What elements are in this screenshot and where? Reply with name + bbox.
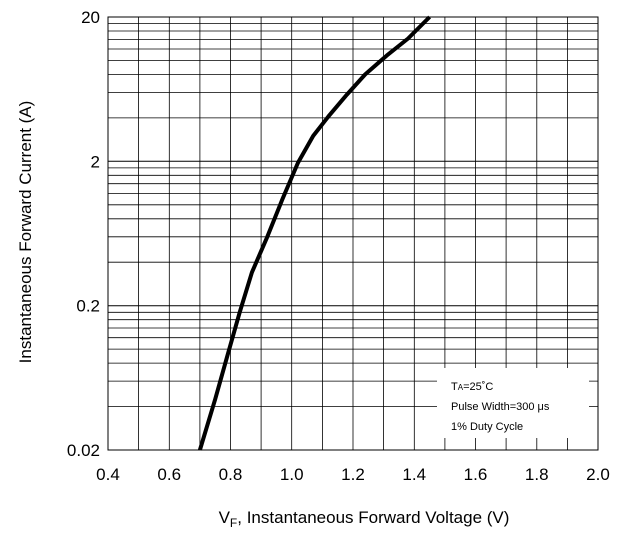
- x-axis-title: VF, Instantaneous Forward Voltage (V): [219, 508, 510, 530]
- y-tick-label: 0.02: [67, 441, 100, 460]
- legend-temp-value: =25˚C: [463, 381, 493, 393]
- y-axis-title: Instantaneous Forward Current (A): [16, 101, 35, 364]
- legend-temp-subscript: A: [458, 383, 464, 392]
- y-tick-label: 0.2: [76, 297, 100, 316]
- legend-temp-symbol: T: [451, 381, 458, 393]
- x-tick-labels: 0.4 0.6 0.8 1.0 1.2 1.4 1.6 1.8 2.0: [96, 465, 610, 484]
- x-tick-label: 1.4: [402, 465, 426, 484]
- y-tick-label: 20: [81, 8, 100, 27]
- x-tick-label: 0.4: [96, 465, 120, 484]
- y-tick-label: 2: [91, 152, 100, 171]
- legend-background: [437, 368, 589, 438]
- plot-frame: [107, 16, 599, 451]
- legend-temperature: TA=25˚C: [451, 381, 493, 393]
- legend-duty-cycle: 1% Duty Cycle: [451, 421, 523, 433]
- x-tick-label: 2.0: [586, 465, 610, 484]
- legend-box: TA=25˚C Pulse Width=300 μs 1% Duty Cycle: [437, 368, 589, 438]
- x-tick-label: 0.6: [157, 465, 181, 484]
- x-tick-label: 1.0: [280, 465, 304, 484]
- series-line: [197, 15, 432, 451]
- legend-pulse-width: Pulse Width=300 μs: [451, 401, 550, 413]
- x-axis-title-text: , Instantaneous Forward Voltage (V): [237, 508, 509, 527]
- x-tick-label: 1.8: [525, 465, 549, 484]
- x-axis-title-symbol: V: [219, 508, 231, 527]
- y-tick-labels: 0.02 0.2 2 20: [67, 8, 100, 460]
- x-axis-title-subscript: F: [230, 516, 237, 530]
- series-layer: [197, 15, 432, 451]
- x-tick-label: 0.8: [219, 465, 243, 484]
- x-tick-label: 1.6: [464, 465, 488, 484]
- x-tick-label: 1.2: [341, 465, 365, 484]
